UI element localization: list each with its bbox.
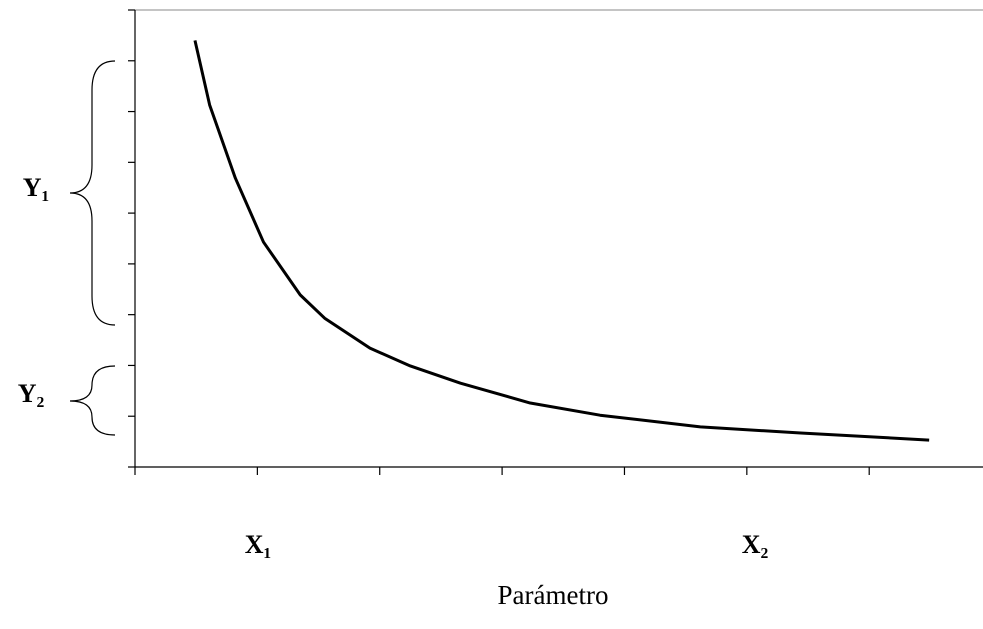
brace — [69, 60, 116, 326]
brace — [69, 365, 116, 436]
annotation: Y₂ — [18, 379, 45, 408]
x-axis-label: Parámetro — [498, 580, 609, 610]
annotation: Y₁ — [23, 173, 50, 202]
annotation: X₂ — [742, 530, 769, 559]
line — [193, 40, 930, 442]
annotation: X₁ — [245, 530, 272, 559]
